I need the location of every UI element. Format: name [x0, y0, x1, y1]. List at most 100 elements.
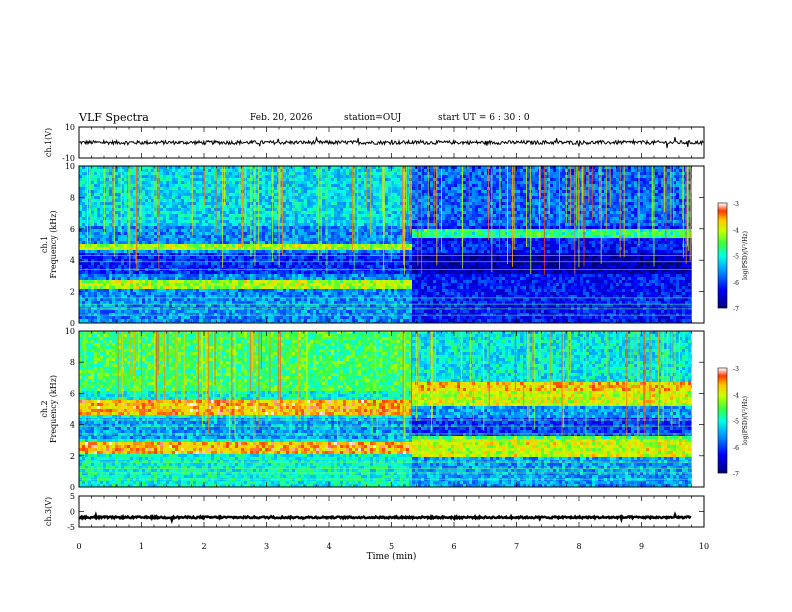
psd-cell	[187, 205, 190, 208]
psd-cell	[142, 274, 145, 277]
psd-cell	[358, 274, 361, 277]
psd-cell	[283, 184, 286, 187]
psd-cell	[106, 223, 109, 226]
psd-cell	[118, 313, 121, 316]
psd-cell	[349, 277, 352, 280]
psd-cell	[334, 250, 337, 253]
psd-cell	[337, 280, 340, 283]
psd-cell	[304, 244, 307, 247]
psd-cell	[112, 298, 115, 301]
psd-cell	[289, 298, 292, 301]
psd-cell	[349, 190, 352, 193]
psd-cell	[319, 313, 322, 316]
psd-cell	[163, 202, 166, 205]
psd-cell	[193, 265, 196, 268]
psd-cell	[82, 280, 85, 283]
psd-cell	[223, 277, 226, 280]
psd-cell	[322, 172, 325, 175]
psd-cell	[118, 238, 121, 241]
psd-cell	[136, 283, 139, 286]
psd-cell	[169, 175, 172, 178]
psd-cell	[289, 211, 292, 214]
psd-cell	[208, 190, 211, 193]
psd-cell	[340, 172, 343, 175]
psd-cell	[172, 235, 175, 238]
psd-cell	[181, 292, 184, 295]
psd-cell	[94, 241, 97, 244]
psd-cell	[316, 292, 319, 295]
psd-cell	[97, 313, 100, 316]
psd-cell	[205, 247, 208, 250]
psd-cell	[226, 211, 229, 214]
psd-cell	[169, 274, 172, 277]
psd-cell	[274, 220, 277, 223]
psd-cell	[301, 202, 304, 205]
psd-cell	[256, 292, 259, 295]
psd-cell	[316, 271, 319, 274]
psd-cell	[331, 250, 334, 253]
psd-cell	[160, 187, 163, 190]
psd-cell	[322, 226, 325, 229]
psd-cell	[124, 214, 127, 217]
psd-cell	[130, 214, 133, 217]
psd-cell	[130, 319, 133, 322]
psd-cell	[139, 313, 142, 316]
psd-cell	[151, 310, 154, 313]
psd-cell	[160, 238, 163, 241]
psd-cell	[184, 310, 187, 313]
psd-cell	[151, 226, 154, 229]
psd-cell	[313, 262, 316, 265]
psd-cell	[280, 301, 283, 304]
psd-cell	[163, 178, 166, 181]
psd-cell	[298, 286, 301, 289]
psd-cell	[298, 190, 301, 193]
psd-cell	[328, 199, 331, 202]
psd-cell	[109, 187, 112, 190]
psd-cell	[118, 310, 121, 313]
psd-cell	[175, 265, 178, 268]
psd-cell	[307, 193, 310, 196]
psd-cell	[229, 190, 232, 193]
psd-cell	[139, 247, 142, 250]
psd-cell	[121, 238, 124, 241]
psd-cell	[232, 262, 235, 265]
psd-cell	[310, 286, 313, 289]
psd-cell	[136, 280, 139, 283]
psd-cell	[127, 283, 130, 286]
psd-cell	[190, 280, 193, 283]
psd-cell	[187, 286, 190, 289]
psd-cell	[154, 187, 157, 190]
psd-cell	[196, 193, 199, 196]
psd-cell	[310, 217, 313, 220]
psd-cell	[313, 274, 316, 277]
psd-cell	[328, 217, 331, 220]
psd-cell	[346, 244, 349, 247]
psd-cell	[355, 283, 358, 286]
psd-cell	[343, 238, 346, 241]
psd-cell	[262, 280, 265, 283]
psd-cell	[262, 313, 265, 316]
psd-cell	[97, 178, 100, 181]
psd-cell	[217, 289, 220, 292]
psd-cell	[268, 319, 271, 322]
psd-cell	[175, 190, 178, 193]
psd-cell	[166, 196, 169, 199]
psd-cell	[178, 217, 181, 220]
psd-cell	[286, 256, 289, 259]
psd-cell	[187, 280, 190, 283]
psd-cell	[220, 271, 223, 274]
psd-cell	[193, 277, 196, 280]
psd-cell	[154, 310, 157, 313]
psd-cell	[154, 262, 157, 265]
psd-cell	[214, 313, 217, 316]
psd-cell	[340, 301, 343, 304]
psd-cell	[226, 316, 229, 319]
psd-cell	[169, 238, 172, 241]
psd-cell	[151, 316, 154, 319]
psd-cell	[178, 181, 181, 184]
psd-cell	[199, 178, 202, 181]
psd-cell	[304, 202, 307, 205]
psd-cell	[310, 223, 313, 226]
psd-cell	[91, 217, 94, 220]
psd-cell	[184, 211, 187, 214]
